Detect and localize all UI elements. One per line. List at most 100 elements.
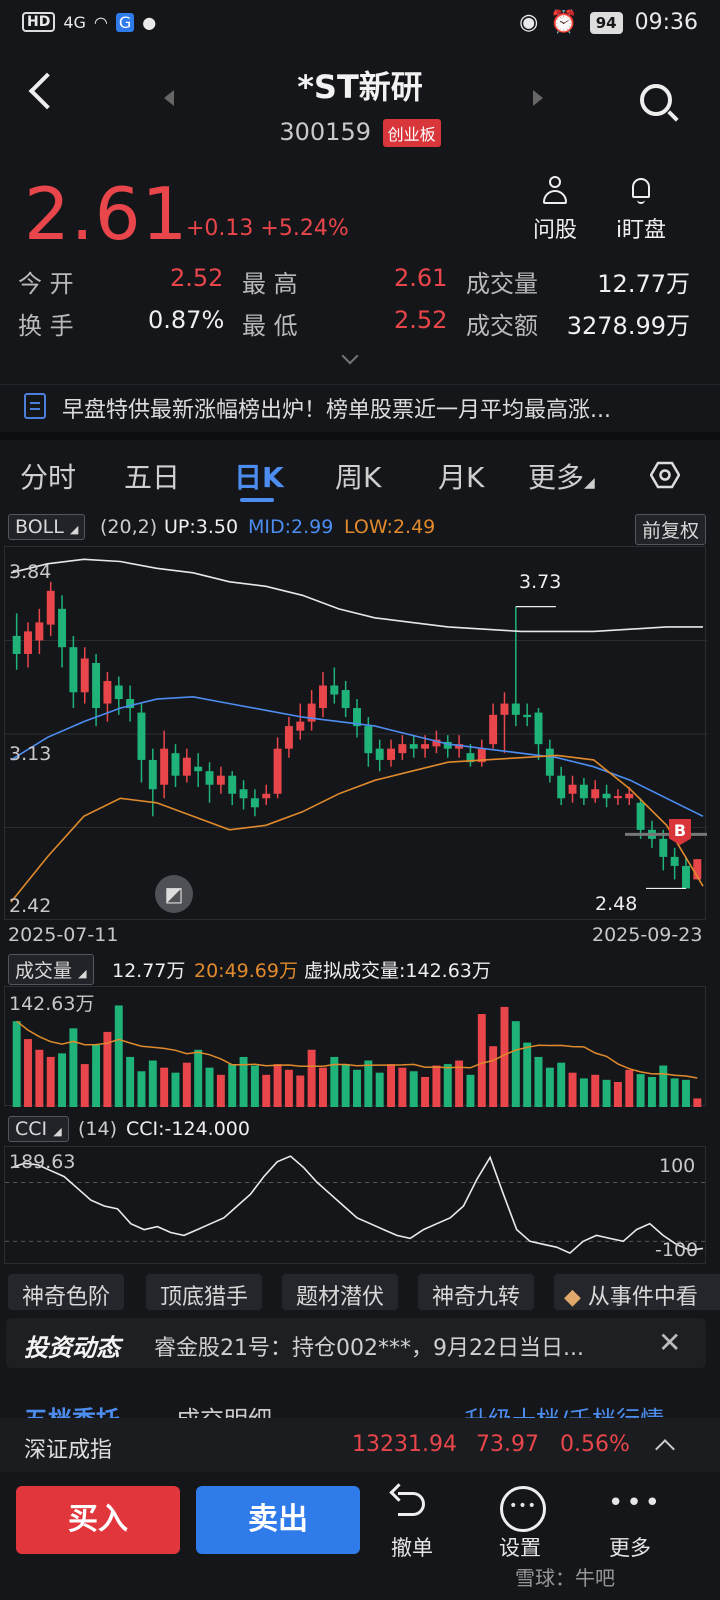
buy-marker[interactable]: B [669, 819, 691, 845]
status-right: ◉ ⏰ 94 09:36 [519, 10, 698, 35]
candle-body [250, 798, 259, 808]
upgrade-link[interactable]: 升级十档/千档行情 [464, 1406, 665, 1420]
volume-bar [591, 1074, 600, 1107]
tab-intraday[interactable]: 分时 [20, 461, 77, 494]
volume-bar [364, 1060, 373, 1107]
dynamic-text: 睿金股21号：持仓002***，9月22日当日... [154, 1336, 584, 1361]
tab-more[interactable]: 更多◢ [528, 456, 595, 496]
divider [0, 432, 720, 440]
high-value: 2.61 [394, 264, 448, 292]
candle-body [284, 726, 293, 749]
ask-stock-label: 问股 [532, 218, 577, 243]
volume-chart[interactable]: 142.63万 [4, 986, 706, 1107]
candle-body [500, 703, 509, 715]
volume-selector[interactable]: 成交量 ◢ [8, 954, 94, 985]
sell-button[interactable]: 卖出 [196, 1486, 360, 1554]
index-name: 深证成指 [24, 1438, 113, 1463]
volume-bar [171, 1072, 180, 1107]
candle-body [545, 748, 554, 776]
chip-events[interactable]: ◆ 从事件中看 [554, 1274, 720, 1310]
search-icon[interactable] [640, 84, 672, 116]
tab-weekly-k[interactable]: 周K [335, 461, 382, 494]
volume-caret-icon: ◢ [78, 967, 87, 980]
candle-body [171, 753, 180, 776]
buy-button[interactable]: 买入 [16, 1486, 180, 1554]
cci-y-top: 189.63 [9, 1151, 76, 1173]
volume-bar [693, 1098, 702, 1107]
candle-body [262, 793, 271, 799]
candle-body [24, 631, 32, 654]
volume-bar [273, 1064, 282, 1107]
candle-body [148, 759, 157, 790]
volume-bar [330, 1056, 339, 1107]
ask-stock-button[interactable]: 问股 [520, 176, 590, 244]
cancel-order-button[interactable]: 撤单 [372, 1484, 452, 1562]
volume-bar [353, 1069, 361, 1107]
boll-lower-line [10, 754, 704, 903]
draw-tool-icon[interactable]: ◩ [155, 875, 193, 913]
volume-bar [579, 1078, 588, 1107]
volume-ma: 20:49.69万 [194, 960, 298, 982]
low-label: 最 低 [242, 312, 298, 340]
kline-chart[interactable]: 3.84 3.13 2.42 3.73 2.48 B ◩ [4, 546, 707, 920]
battery-indicator: 94 [589, 11, 623, 34]
settings-hex-icon[interactable] [650, 460, 680, 490]
boll-upper-line [10, 558, 703, 633]
cci-level-high: 100 [659, 1155, 696, 1177]
virtual-volume: 虚拟成交量:142.63万 [304, 960, 491, 982]
high-label: 最 高 [242, 270, 298, 298]
adjust-selector[interactable]: 前复权 [634, 514, 706, 545]
next-stock-icon[interactable] [533, 90, 543, 106]
volume-bar [341, 1064, 350, 1107]
news-ticker[interactable]: 早盘特供最新涨幅榜出炉！榜单股票近一月平均最高涨... [0, 384, 720, 428]
index-value: 13231.94 [352, 1432, 457, 1457]
candle-body [12, 635, 21, 654]
chip-theme[interactable]: 题材潜伏 [282, 1274, 399, 1310]
watch-button[interactable]: i盯盘 [606, 176, 676, 244]
boll-low: LOW:2.49 [344, 516, 436, 538]
cci-selector[interactable]: CCI ◢ [8, 1116, 69, 1142]
candle-body [534, 712, 543, 745]
index-bar[interactable]: 深证成指 13231.94 73.97 0.56% [0, 1418, 720, 1472]
candle-body [659, 838, 668, 857]
stats-row-2: 换 手 0.87% 最 低 2.52 成交额 3278.99万 [0, 306, 720, 346]
tab-trade-detail[interactable]: 成交明细 [176, 1406, 272, 1420]
candle-body [318, 685, 327, 709]
tab-order-book[interactable]: 五档委托 [24, 1406, 120, 1420]
candle-body [137, 712, 146, 760]
candle-body [353, 708, 361, 727]
tab-monthly-k[interactable]: 月K [438, 461, 485, 494]
volume-y-top: 142.63万 [9, 993, 95, 1015]
amount-value: 3278.99万 [566, 312, 690, 340]
candle-body [273, 748, 282, 794]
chip-nine-turn[interactable]: 神奇九转 [418, 1274, 535, 1310]
volume-bar [432, 1065, 441, 1107]
volume-label: 成交量 [466, 270, 538, 298]
boll-mid: MID:2.99 [248, 516, 334, 538]
document-icon [24, 393, 46, 419]
candle-body [216, 775, 225, 785]
network-badge: HD [22, 12, 56, 32]
watch-label: i盯盘 [615, 218, 667, 243]
period-tabs: 分时 五日 日K 周K 月K 更多◢ [0, 446, 720, 504]
chevron-up-icon[interactable] [655, 1439, 675, 1459]
tab-daily-k[interactable]: 日K [234, 461, 284, 494]
bell-icon [626, 176, 656, 206]
expand-stats-icon[interactable] [341, 347, 359, 365]
chip-top-bottom[interactable]: 顶底猎手 [146, 1274, 263, 1310]
more-button[interactable]: 更多 [590, 1484, 670, 1562]
chip-color-scale[interactable]: 神奇色阶 [8, 1274, 125, 1310]
prev-stock-icon[interactable] [164, 90, 174, 106]
watermark: 雪球：牛吧 [515, 1566, 615, 1590]
candle-body [341, 690, 350, 709]
person-icon [540, 176, 570, 206]
close-icon[interactable]: ✕ [658, 1326, 682, 1359]
boll-selector[interactable]: BOLL ◢ [8, 514, 86, 540]
cci-chart[interactable]: 189.63 100 -100 [4, 1146, 707, 1264]
tab-five-day[interactable]: 五日 [124, 461, 181, 494]
volume-bar [262, 1074, 271, 1107]
app-notification-icon: G [115, 12, 135, 32]
volume-bar [602, 1079, 611, 1107]
settings-button[interactable]: 设置 [480, 1484, 560, 1562]
investment-news-bar[interactable]: 投资动态 睿金股21号：持仓002***，9月22日当日... ✕ [6, 1318, 706, 1368]
